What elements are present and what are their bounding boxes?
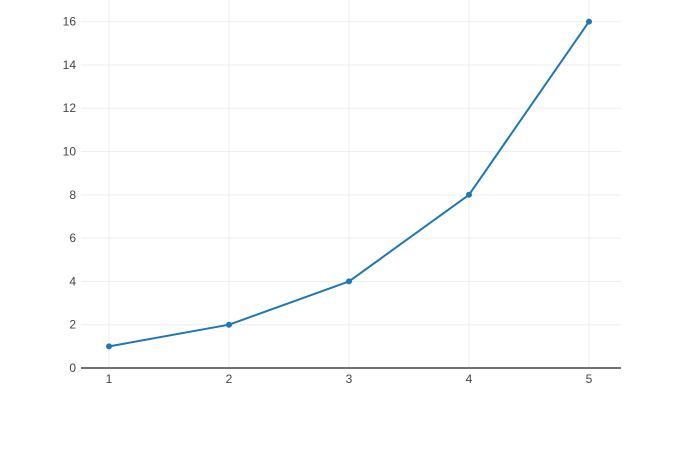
data-point[interactable] xyxy=(226,321,232,328)
y-tick-label: 4 xyxy=(69,274,76,288)
x-tick-label: 3 xyxy=(346,372,353,386)
x-tick-label: 1 xyxy=(106,372,113,386)
y-tick-label: 16 xyxy=(63,15,77,29)
x-tick-label: 4 xyxy=(466,372,473,386)
data-point[interactable] xyxy=(346,278,352,285)
y-tick-label: 12 xyxy=(63,101,77,115)
y-tick-label: 2 xyxy=(69,318,76,332)
y-tick-label: 8 xyxy=(69,188,76,202)
x-tick-label: 2 xyxy=(226,372,233,386)
data-point[interactable] xyxy=(106,343,112,350)
data-point[interactable] xyxy=(466,191,472,198)
y-tick-label: 0 xyxy=(69,361,76,375)
x-tick-label: 5 xyxy=(586,372,593,386)
y-tick-label: 10 xyxy=(63,145,77,159)
y-tick-label: 14 xyxy=(63,58,77,72)
y-tick-label: 6 xyxy=(69,231,76,245)
data-point[interactable] xyxy=(586,18,592,25)
